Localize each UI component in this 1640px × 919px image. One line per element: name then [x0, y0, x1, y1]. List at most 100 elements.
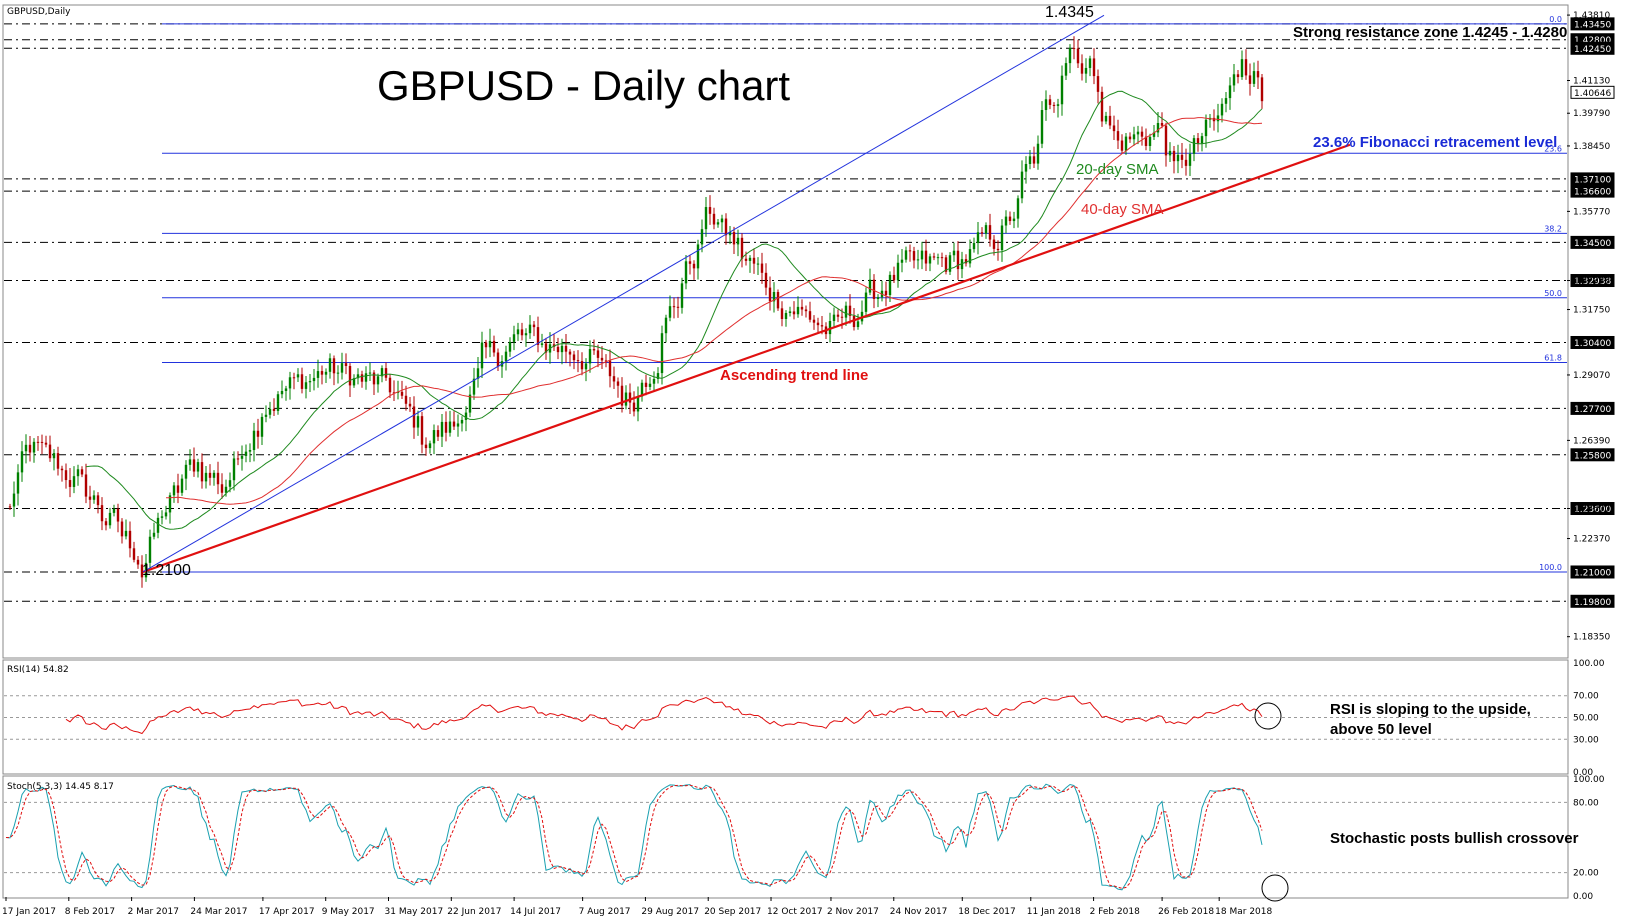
candle-body — [756, 263, 760, 265]
level-price-box — [1570, 41, 1615, 55]
candle-body — [1220, 103, 1224, 116]
candle-body — [92, 495, 96, 500]
candle-body — [424, 444, 428, 449]
candle-body — [1200, 136, 1204, 144]
candle-body — [1092, 58, 1096, 77]
candle-body — [384, 368, 388, 378]
candle-body — [584, 363, 588, 370]
candle-body — [776, 292, 780, 309]
time-tick-label: 9 May 2017 — [322, 907, 375, 917]
sma40-line — [165, 117, 1263, 505]
candle-body — [632, 402, 636, 412]
candle-body — [760, 263, 764, 273]
candle-body — [888, 274, 892, 296]
window-title: GBPUSD,Daily — [7, 7, 71, 17]
candle-body — [192, 459, 196, 472]
rsi-highlight-circle — [1254, 702, 1282, 730]
candle-body — [296, 374, 300, 378]
candle-body — [908, 250, 912, 252]
candle-body — [560, 345, 564, 353]
candle-body — [1028, 156, 1032, 164]
moving-averages — [85, 90, 1263, 530]
candle-body — [512, 334, 516, 342]
candle-body — [76, 469, 80, 477]
candle-body — [320, 371, 324, 375]
candle-body — [936, 257, 940, 259]
time-tick-label: 31 May 2017 — [385, 907, 444, 917]
time-tick-label: 18 Mar 2018 — [1215, 907, 1272, 917]
fibonacci-levels: 0.0 23.6 38.2 50.0 61.8 100.0 — [162, 15, 1567, 573]
ascending-trend-line — [142, 143, 1351, 574]
candle-body — [864, 292, 868, 312]
candle-body — [1124, 136, 1128, 151]
price-tick-label: 1.29070 — [1573, 371, 1610, 381]
candle-body — [216, 472, 220, 485]
candle-body — [152, 532, 156, 537]
chart-title: GBPUSD - Daily chart — [377, 62, 790, 109]
candle-body — [1088, 58, 1092, 68]
candle-body — [428, 443, 432, 449]
level-price-label: 1.43450 — [1574, 20, 1611, 30]
candle-body — [932, 256, 936, 258]
candle-body — [1184, 159, 1188, 166]
candle-body — [1128, 136, 1132, 140]
candle-body — [1072, 48, 1076, 50]
candle-body — [24, 444, 28, 452]
candle-body — [56, 453, 60, 469]
candle-body — [940, 257, 944, 259]
candle-body — [452, 421, 456, 427]
candle-body — [1164, 125, 1168, 156]
candle-body — [988, 225, 992, 240]
candle-body — [688, 261, 692, 264]
candle-body — [16, 472, 20, 494]
candle-body — [840, 316, 844, 318]
candle-body — [1064, 63, 1068, 76]
candle-body — [136, 559, 140, 565]
level-price-box — [1570, 401, 1615, 415]
level-price-label: 1.40646 — [1574, 89, 1611, 99]
candle-body — [1020, 171, 1024, 199]
candle-body — [616, 381, 620, 386]
candle-body — [1216, 115, 1220, 122]
candle-body — [664, 317, 668, 334]
level-price-label: 1.19800 — [1574, 598, 1611, 608]
candle-body — [1168, 150, 1172, 156]
candle-body — [568, 351, 572, 355]
time-tick-label: 11 Jan 2018 — [1027, 907, 1081, 917]
candle-body — [188, 459, 192, 465]
candle-body — [116, 508, 120, 522]
candle-body — [140, 564, 144, 578]
candle-body — [20, 451, 24, 473]
candle-body — [820, 325, 824, 327]
candle-body — [556, 346, 560, 353]
candle-body — [700, 229, 704, 245]
candle-body — [368, 372, 372, 374]
candle-body — [1096, 76, 1100, 92]
sma20-line — [85, 90, 1263, 530]
candle-body — [808, 311, 812, 320]
candle-body — [64, 470, 68, 481]
candle-body — [612, 376, 616, 382]
candle-body — [716, 222, 720, 225]
price-tick-label: 1.23600 — [1573, 505, 1610, 515]
candle-body — [1036, 143, 1040, 164]
time-axis: 17 Jan 2017 8 Feb 2017 2 Mar 2017 24 Mar 20… — [2, 897, 1273, 917]
level-price-box — [1570, 502, 1615, 516]
candle-body — [404, 395, 408, 404]
candle-body — [228, 480, 232, 487]
candle-body — [336, 372, 340, 374]
price-tick-label: 1.26390 — [1573, 436, 1610, 446]
candle-body — [84, 474, 88, 497]
candle-body — [1080, 63, 1084, 74]
candle-body — [764, 272, 768, 288]
candle-body — [752, 257, 756, 264]
level-price-label: 1.25800 — [1574, 451, 1611, 461]
candle-body — [44, 442, 48, 445]
main-pane — [2, 4, 1569, 659]
candle-body — [496, 352, 500, 367]
candle-body — [992, 239, 996, 249]
candle-body — [848, 305, 852, 316]
time-tick-label: 14 Jul 2017 — [510, 907, 561, 917]
candle-body — [340, 363, 344, 373]
time-tick-label: 18 Dec 2017 — [958, 907, 1016, 917]
